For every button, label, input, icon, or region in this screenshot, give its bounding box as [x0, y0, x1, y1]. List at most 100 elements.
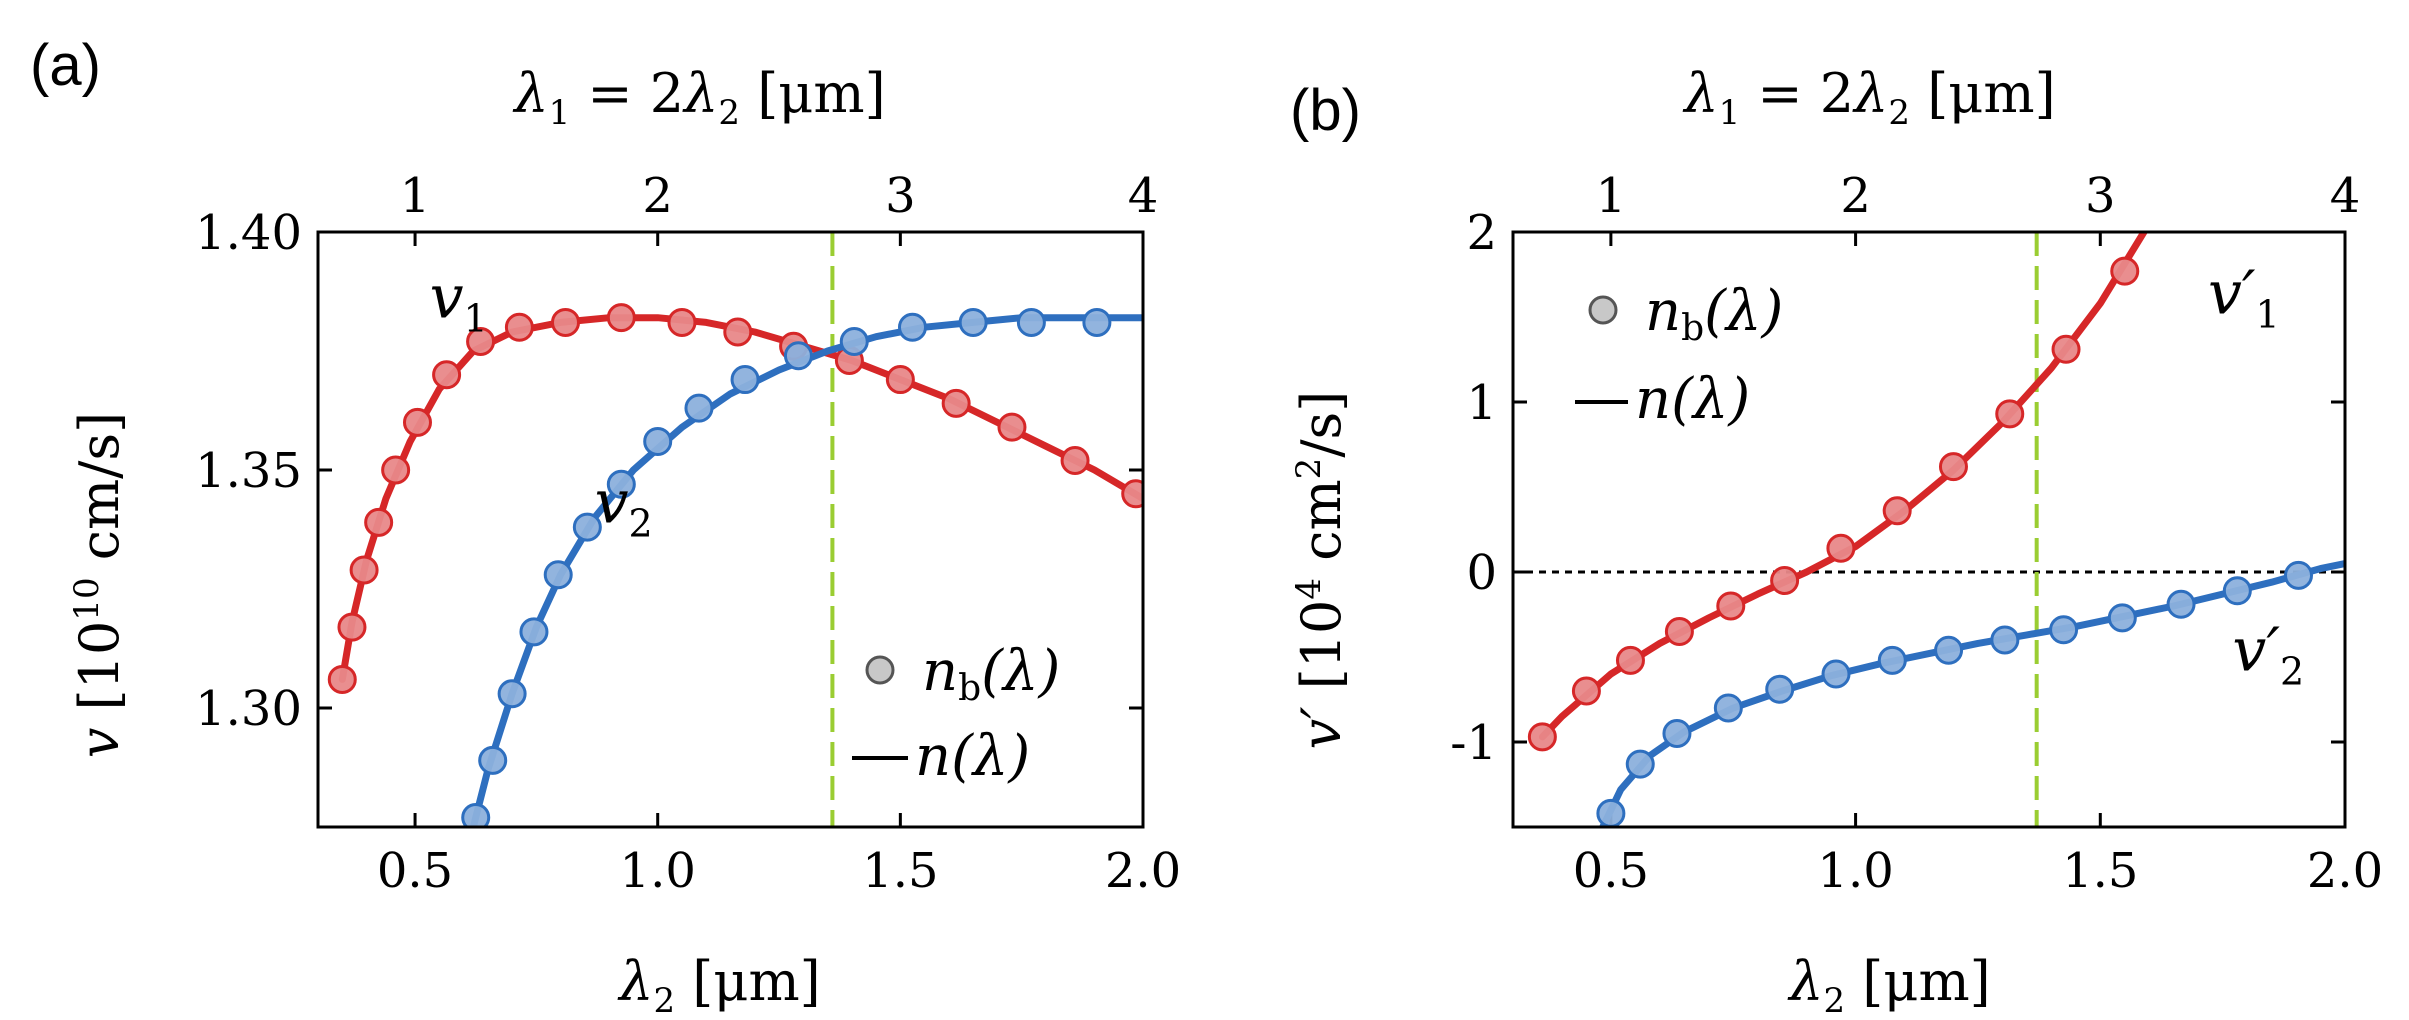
- data-point: [1596, 798, 1626, 827]
- data-point: [1625, 749, 1655, 779]
- x-tick-label: 2.0: [2307, 843, 2383, 899]
- panel-a-top-xlabel: λ1 = 2λ2 [μm]: [512, 62, 885, 133]
- legend-marker-label: nb(λ): [922, 639, 1060, 709]
- top-x-tick-label: 2: [642, 168, 673, 224]
- curve-label: v′1: [2208, 259, 2280, 337]
- data-point: [402, 407, 432, 437]
- panel-a-label: (a): [30, 33, 101, 98]
- data-point: [461, 802, 491, 827]
- panel-a-ylabel: v [1010 cm/s]: [67, 412, 131, 758]
- panel-b-label: (b): [1290, 78, 1361, 143]
- top-x-tick-label: 1: [400, 168, 431, 224]
- x-tick-label: 0.5: [1573, 843, 1649, 899]
- data-point: [1571, 676, 1601, 706]
- data-point: [2222, 576, 2252, 606]
- data-point: [432, 360, 462, 390]
- data-point: [1990, 625, 2020, 655]
- panel-b-ticks: 0.5 1.0 1.5 2.0 1 2 3 4 -1 0 1 2: [1450, 168, 2383, 899]
- data-point: [551, 307, 580, 337]
- legend-line-label: n(λ): [915, 724, 1030, 789]
- x-tick-label: 1.5: [862, 843, 938, 899]
- data-point: [1995, 399, 2025, 429]
- data-point: [1527, 722, 1557, 752]
- y-tick-label: 0: [1466, 545, 1497, 601]
- y-tick-label: 1: [1466, 375, 1497, 431]
- top-x-tick-label: 3: [885, 168, 916, 224]
- legend-marker-label: nb(λ): [1645, 279, 1783, 349]
- y-tick-label: 1.40: [195, 205, 302, 261]
- panel-b-top-xlabel: λ1 = 2λ2 [μm]: [1682, 62, 2055, 133]
- y-tick-label: 1.30: [195, 681, 302, 737]
- x-tick-label: 1.0: [620, 843, 696, 899]
- data-point: [337, 612, 367, 642]
- data-point: [327, 664, 357, 694]
- data-point: [684, 393, 714, 423]
- x-tick-label: 2.0: [1105, 843, 1181, 899]
- data-point: [1882, 496, 1912, 526]
- panel-a-legend: nb(λ) n(λ): [852, 639, 1060, 789]
- top-x-tick-label: 2: [1840, 168, 1871, 224]
- data-point: [783, 341, 813, 371]
- data-point: [1016, 307, 1046, 337]
- data-point: [606, 303, 636, 333]
- data-point: [2166, 589, 2196, 619]
- legend-marker-icon: [865, 655, 895, 685]
- data-point: [1877, 645, 1907, 675]
- data-point: [941, 388, 971, 418]
- data-point: [543, 560, 573, 590]
- x-tick-label: 1.5: [2062, 843, 2138, 899]
- top-x-tick-label: 3: [2085, 168, 2116, 224]
- panel-a-frame: [316, 230, 1145, 829]
- data-point: [519, 617, 549, 647]
- legend-line-label: n(λ): [1635, 367, 1750, 432]
- data-point: [606, 469, 636, 499]
- data-point: [1716, 591, 1746, 621]
- data-point: [643, 426, 673, 456]
- data-point: [572, 512, 602, 542]
- data-point: [1662, 719, 1692, 748]
- panel-b: (b) λ1 = 2λ2 [μm] λ2 [μm] v′ [104 cm2/s]…: [1289, 62, 2383, 1020]
- data-point: [1060, 445, 1090, 475]
- curve-label: v2: [595, 467, 653, 545]
- series-curve-2: [469, 314, 1143, 827]
- panel-a-xlabel: λ2 [μm]: [617, 950, 820, 1020]
- data-point: [381, 455, 411, 485]
- panel-b-xlabel: λ2 [μm]: [1787, 950, 1990, 1020]
- x-tick-label: 1.0: [1817, 843, 1893, 899]
- data-point: [1121, 479, 1143, 509]
- panel-b-plot-area: v′1 v′2: [1513, 160, 2345, 827]
- data-point: [1765, 674, 1795, 704]
- y-tick-label: 1.35: [195, 443, 302, 499]
- data-point: [1615, 645, 1645, 675]
- data-point: [1934, 635, 1964, 665]
- top-x-tick-label: 4: [1128, 168, 1159, 224]
- data-point: [730, 365, 760, 395]
- data-point: [466, 326, 496, 356]
- data-point: [897, 312, 927, 342]
- data-point: [1082, 307, 1112, 337]
- data-point: [997, 412, 1027, 442]
- data-point: [1770, 566, 1800, 595]
- panel-a-ticks: 0.5 1.0 1.5 2.0 1 2 3 4 1.30 1.35 1.40: [195, 168, 1181, 899]
- data-point: [2049, 615, 2079, 645]
- data-point: [2110, 256, 2140, 286]
- data-point: [364, 507, 394, 537]
- curve-label: v′2: [2232, 616, 2304, 694]
- data-point: [2168, 160, 2194, 186]
- data-point: [2107, 603, 2137, 633]
- data-point: [478, 745, 508, 775]
- x-tick-label: 0.5: [377, 843, 453, 899]
- data-point: [349, 555, 379, 585]
- top-x-tick-label: 1: [1596, 168, 1627, 224]
- data-point: [958, 307, 988, 337]
- data-point: [504, 312, 534, 342]
- data-point: [1821, 659, 1851, 689]
- data-point: [885, 365, 915, 395]
- data-point: [667, 307, 697, 337]
- data-point: [497, 679, 527, 709]
- panel-a-plot-area: v1 v2: [327, 232, 1143, 827]
- y-tick-label: -1: [1450, 715, 1497, 771]
- data-point: [2051, 334, 2081, 364]
- data-point: [1664, 617, 1694, 646]
